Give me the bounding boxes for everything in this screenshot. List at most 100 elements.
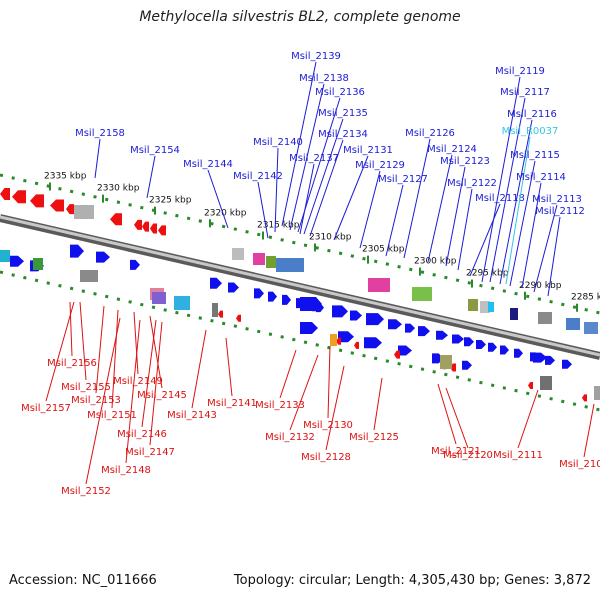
forward-gene-label: Msil_2127 <box>378 174 428 185</box>
forward-gene-arrow <box>545 355 555 365</box>
reverse-gene-arrow <box>236 314 241 322</box>
forward-gene-label: Msil_2139 <box>291 51 341 62</box>
forward-gene-arrow <box>464 337 474 347</box>
reverse-gene-arrow <box>394 350 400 359</box>
forward-gene-label: Msil_2122 <box>447 178 497 189</box>
reverse-gene-label: Msil_2143 <box>167 410 217 421</box>
forward-leader-line <box>146 155 156 199</box>
reverse-gene-arrow <box>158 225 166 236</box>
reverse-gene-label: Msil_2132 <box>265 432 315 443</box>
gene-block <box>566 318 580 330</box>
forward-gene-arrow <box>366 313 384 326</box>
reverse-gene-label: Msil_2141 <box>207 398 257 409</box>
forward-gene-label: Msil_2144 <box>183 159 233 170</box>
reverse-gene-label: Msil_2147 <box>125 447 175 458</box>
forward-gene-arrow <box>96 251 110 263</box>
reverse-leader-line <box>583 403 595 458</box>
forward-gene-arrow <box>462 360 472 370</box>
reverse-gene-arrow <box>336 337 341 345</box>
reverse-leader-line <box>95 305 105 394</box>
reverse-gene-label: Msil_2157 <box>21 403 71 414</box>
topology-summary: Topology: circular; Length: 4,305,430 bp… <box>233 573 591 588</box>
forward-leader-line <box>521 182 542 289</box>
forward-gene-label: Msil_2135 <box>318 108 368 119</box>
reverse-gene-arrow <box>218 310 223 318</box>
forward-gene-label: Msil_2119 <box>495 66 545 77</box>
forward-leader-line <box>499 119 533 285</box>
reverse-leader-line <box>149 321 163 446</box>
gene-block <box>152 292 166 304</box>
gene-block <box>540 376 552 390</box>
forward-gene-label: Msil_2115 <box>510 150 560 161</box>
forward-leader-line <box>469 203 501 277</box>
gene-block <box>480 301 490 313</box>
forward-leader-line <box>427 154 453 263</box>
gene-block <box>232 248 244 260</box>
reverse-leader-line <box>279 349 297 399</box>
forward-gene-label: Msil_2129 <box>355 160 405 171</box>
reverse-gene-label: Msil_2128 <box>301 452 351 463</box>
forward-gene-label: Msil_2131 <box>343 145 393 156</box>
forward-leader-line <box>299 163 315 235</box>
forward-leader-line <box>309 139 344 237</box>
reverse-leader-line <box>85 317 121 485</box>
forward-gene-arrow <box>488 342 497 352</box>
forward-gene-arrow <box>388 319 402 330</box>
forward-gene-arrow <box>254 288 264 299</box>
forward-gene-label: Msil_2117 <box>500 87 550 98</box>
forward-leader-line <box>533 204 558 293</box>
reverse-gene-label: Msil_2106 <box>559 459 600 470</box>
gene-block <box>468 299 478 311</box>
forward-gene-label: Msil_2123 <box>440 156 490 167</box>
reverse-leader-line <box>141 319 157 428</box>
forward-gene-arrow <box>533 352 547 363</box>
gene-block <box>368 278 390 292</box>
gene-block <box>80 270 98 282</box>
gene-block <box>74 205 94 219</box>
reverse-gene-arrow <box>110 213 122 226</box>
reverse-gene-arrow <box>582 394 587 402</box>
forward-gene-label: Msil_R0037 <box>502 126 559 137</box>
ruler-tick-label: 2300 kbp <box>414 257 457 267</box>
forward-leader-line <box>403 138 431 259</box>
forward-gene-arrow <box>300 322 318 334</box>
reverse-gene-label: Msil_2152 <box>61 486 111 497</box>
gene-block <box>174 296 190 310</box>
forward-leader-line <box>303 118 344 235</box>
gene-block <box>510 308 518 320</box>
reverse-gene-arrow <box>66 204 74 215</box>
reverse-leader-line <box>191 329 207 409</box>
forward-gene-label: Msil_2142 <box>233 171 283 182</box>
forward-gene-arrow <box>452 334 464 344</box>
forward-gene-arrow <box>350 310 362 321</box>
forward-leader-line <box>489 97 526 283</box>
genome-backbone <box>0 214 600 360</box>
reverse-leader-line <box>125 319 141 464</box>
forward-gene-arrow <box>405 323 415 333</box>
reverse-gene-arrow <box>354 341 359 349</box>
ruler-tick-label: 2315 kbp <box>257 220 300 230</box>
reverse-gene-label: Msil_2156 <box>47 358 97 369</box>
forward-gene-arrow <box>476 339 486 349</box>
forward-gene-arrow <box>436 330 448 340</box>
forward-leader-line <box>505 136 531 285</box>
reverse-gene-label: Msil_2153 <box>71 395 121 406</box>
forward-leader-line <box>385 184 404 257</box>
reverse-gene-label: Msil_2111 <box>493 450 543 461</box>
forward-gene-label: Msil_2113 <box>532 194 582 205</box>
forward-leader-line <box>297 97 341 233</box>
reverse-gene-arrow <box>12 190 26 204</box>
reverse-gene-label: Msil_2148 <box>101 465 151 476</box>
reverse-gene-arrow <box>150 223 157 234</box>
ruler-track: 2335 kbp 2330 kbp 2325 kbp 2320 kbp 2315 kbp… <box>0 172 600 412</box>
ruler-tick-label: 2325 kbp <box>149 196 192 206</box>
reverse-gene-arrow <box>528 381 533 389</box>
gene-block <box>594 386 600 400</box>
forward-gene-label: Msil_2134 <box>318 129 368 140</box>
forward-gene-label: Msil_2138 <box>299 73 349 84</box>
reverse-gene-label: Msil_2146 <box>117 429 167 440</box>
forward-leader-line <box>281 61 317 227</box>
forward-gene-arrow <box>562 359 572 369</box>
forward-gene-arrow <box>282 294 291 305</box>
